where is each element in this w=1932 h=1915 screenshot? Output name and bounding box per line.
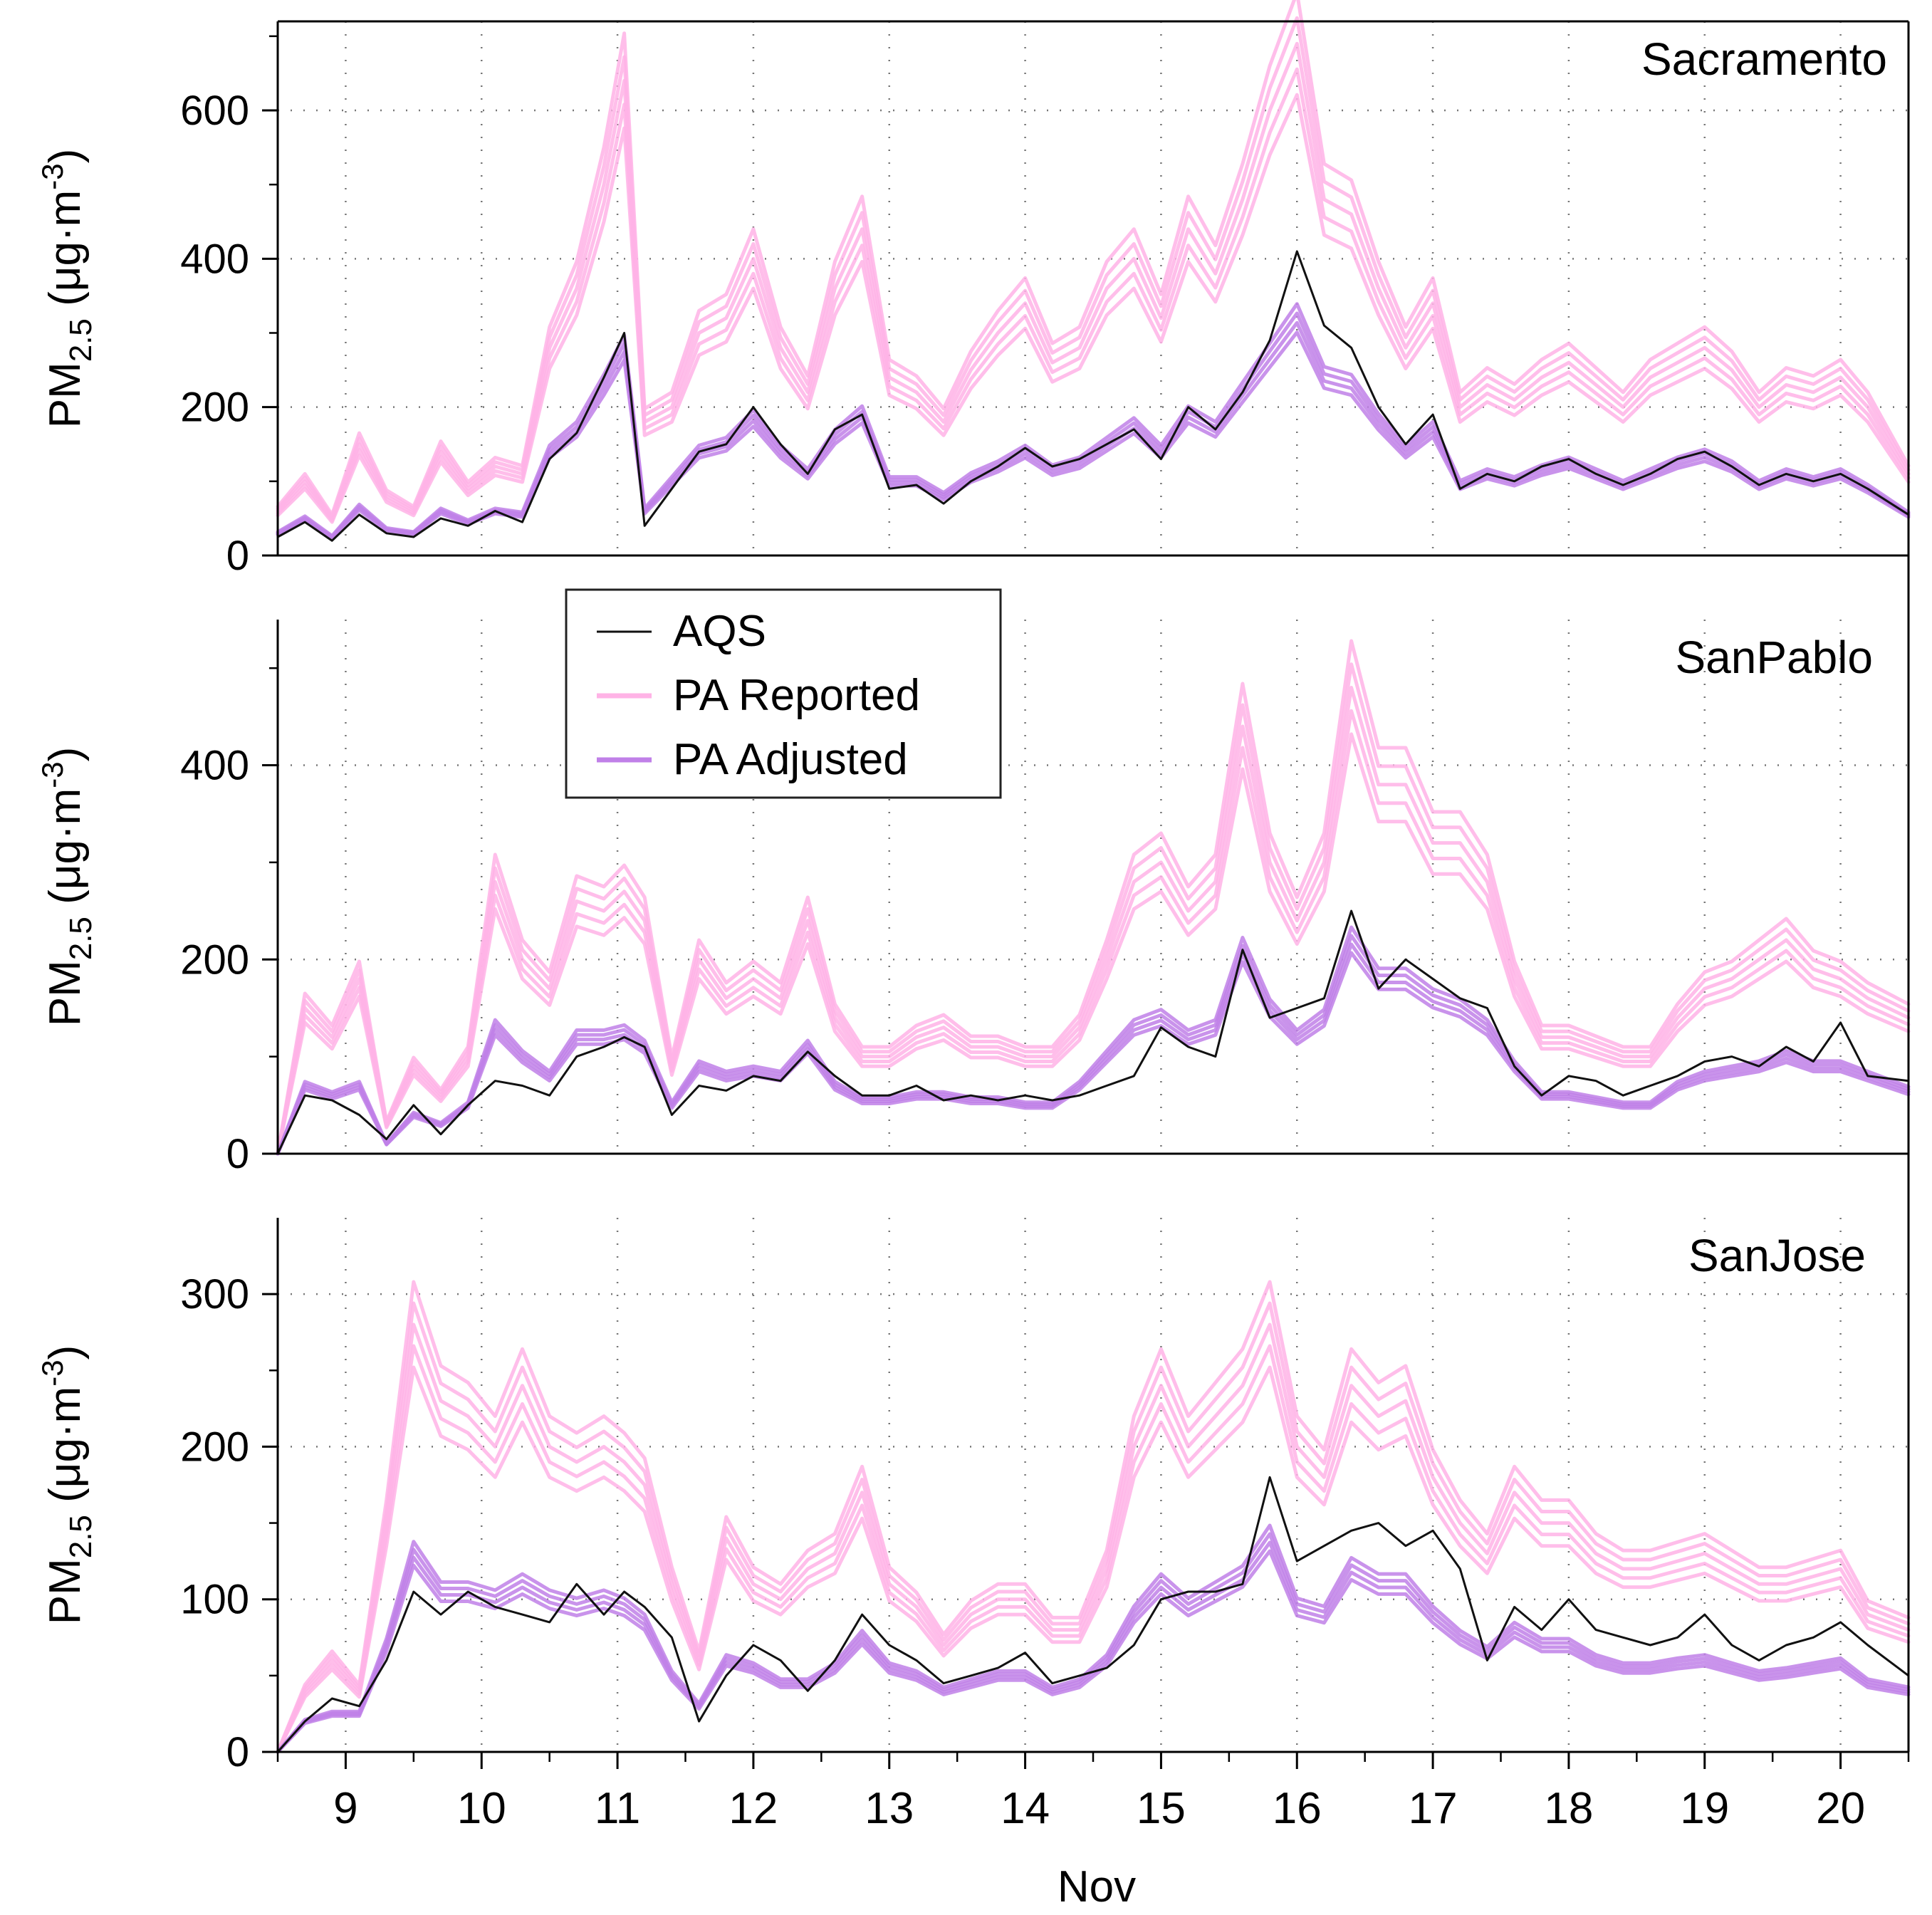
sanpablo-aqs-line-1 bbox=[276, 909, 1910, 1155]
x-tick-label-12: 12 bbox=[729, 1784, 778, 1833]
sanjose-pa-adjusted-line-3 bbox=[276, 1532, 1911, 1754]
y-axis-title-unit-close: ) bbox=[41, 747, 90, 762]
y-axis-title-unit: (μg·m bbox=[41, 1387, 90, 1515]
y-tick-label-200: 200 bbox=[180, 385, 249, 431]
sanjose-pa-adjusted-line-4 bbox=[276, 1523, 1911, 1754]
sacramento-pa-reported-line-1 bbox=[276, 93, 1911, 524]
x-tick-label-13: 13 bbox=[865, 1784, 914, 1833]
panel-title-sacramento: Sacramento bbox=[1641, 33, 1887, 85]
y-axis-title-superscript: -3 bbox=[36, 1360, 69, 1386]
legend-label-pa-adjusted: PA Adjusted bbox=[673, 735, 908, 784]
sanpablo-pa-reported-line-5 bbox=[276, 639, 1911, 1156]
y-tick-label-300: 300 bbox=[180, 1271, 249, 1317]
y-axis-title-unit-close: ) bbox=[41, 149, 90, 164]
sanjose-pa-reported-line-5 bbox=[276, 1280, 1911, 1754]
sacramento-pa-reported-line-3 bbox=[276, 41, 1911, 521]
x-tick-label-10: 10 bbox=[457, 1784, 506, 1833]
panel-title-sanjose: SanJose bbox=[1688, 1230, 1866, 1281]
y-tick-label-200: 200 bbox=[180, 936, 249, 983]
y-axis-title-subscript: 2.5 bbox=[63, 917, 98, 960]
sanpablo-pa-reported-line-4 bbox=[276, 662, 1911, 1156]
sanpablo-pa-adjusted-line-3 bbox=[276, 934, 1911, 1156]
x-axis-title: Nov bbox=[1058, 1862, 1136, 1911]
x-tick-label-15: 15 bbox=[1137, 1784, 1186, 1833]
panel-title-sanpablo: SanPablo bbox=[1675, 632, 1873, 683]
sanjose-pa-reported-line-1 bbox=[276, 1365, 1911, 1754]
panel-sanpablo: 0 200 400 SanPablo PM2.5 (μg·m-3) bbox=[36, 620, 1911, 1177]
y-axis-title-main: PM bbox=[41, 1558, 90, 1624]
sanjose-aqs-line-1 bbox=[276, 1476, 1910, 1753]
legend-label-pa-reported: PA Reported bbox=[673, 671, 920, 720]
y-tick-label-100: 100 bbox=[180, 1577, 249, 1623]
panel-sacramento: 0 200 400 600 Sacramento PM2.5 (μg·m-3) bbox=[36, 0, 1911, 579]
x-tick-label-17: 17 bbox=[1409, 1784, 1458, 1833]
y-tick-label-0: 0 bbox=[226, 1729, 249, 1775]
sanpablo-pa-adjusted-line-4 bbox=[276, 925, 1911, 1156]
sacramento-pa-reported-line-2 bbox=[276, 67, 1911, 522]
x-tick-label-16: 16 bbox=[1273, 1784, 1322, 1833]
y-axis-title-superscript: -3 bbox=[36, 761, 69, 788]
x-tick-label-19: 19 bbox=[1680, 1784, 1729, 1833]
y-axis-title-main: PM bbox=[41, 362, 90, 428]
sanpablo-pa-reported-line-2 bbox=[276, 709, 1911, 1156]
sacramento-pa-reported-line-5 bbox=[276, 0, 1911, 517]
sacramento-pa-adjusted-line-2 bbox=[276, 320, 1911, 539]
y-tick-label-400: 400 bbox=[180, 236, 249, 282]
y-axis-title-unit: (μg·m bbox=[41, 190, 90, 318]
sanjose-pa-reported-line-4 bbox=[276, 1301, 1911, 1754]
y-axis-title-unit: (μg·m bbox=[41, 788, 90, 917]
x-tick-label-9: 9 bbox=[333, 1784, 357, 1833]
y-axis-title-subscript: 2.5 bbox=[63, 1515, 98, 1558]
y-tick-label-0: 0 bbox=[226, 1131, 249, 1177]
x-tick-label-11: 11 bbox=[595, 1784, 640, 1833]
sanpablo-pa-reported-line-1 bbox=[276, 732, 1911, 1156]
x-tick-label-20: 20 bbox=[1816, 1784, 1865, 1833]
sanpablo-pa-adjusted-line-1 bbox=[276, 951, 1911, 1156]
y-axis-title-main: PM bbox=[41, 960, 90, 1026]
y-axis-title-unit-close: ) bbox=[41, 1345, 90, 1360]
sacramento-pa-reported-line-4 bbox=[276, 16, 1911, 518]
x-tick-label-14: 14 bbox=[1001, 1784, 1050, 1833]
sanpablo-pa-reported-line-3 bbox=[276, 686, 1911, 1156]
sanjose-pa-adjusted-line-1 bbox=[276, 1549, 1911, 1754]
sanpablo-pa-adjusted-line-2 bbox=[276, 942, 1911, 1156]
legend-label-aqs: AQS bbox=[673, 607, 766, 656]
y-axis-title: PM2.5 (μg·m-3) bbox=[36, 1345, 98, 1625]
y-tick-label-200: 200 bbox=[180, 1424, 249, 1470]
legend: AQS PA Reported PA Adjusted bbox=[565, 588, 1002, 799]
sacramento-pa-adjusted-line-1 bbox=[276, 330, 1911, 540]
y-tick-label-400: 400 bbox=[180, 743, 249, 789]
panel-sanjose: 0 100 200 300 SanJose PM2.5 (μg·m-3) bbox=[36, 1218, 1911, 1775]
y-axis-title-superscript: -3 bbox=[36, 163, 69, 189]
sanjose-pa-reported-line-2 bbox=[276, 1344, 1911, 1754]
sacramento-pa-adjusted-line-3 bbox=[276, 311, 1911, 538]
x-tick-label-18: 18 bbox=[1544, 1784, 1593, 1833]
y-axis-title: PM2.5 (μg·m-3) bbox=[36, 747, 98, 1027]
sacramento-aqs-line-1 bbox=[276, 250, 1910, 542]
sanjose-pa-adjusted-line-2 bbox=[276, 1540, 1911, 1754]
y-tick-label-600: 600 bbox=[180, 88, 249, 134]
sacramento-pa-adjusted-line-4 bbox=[276, 302, 1911, 538]
y-axis-title: PM2.5 (μg·m-3) bbox=[36, 149, 98, 429]
y-axis-title-subscript: 2.5 bbox=[63, 318, 98, 362]
y-tick-label-0: 0 bbox=[226, 533, 249, 579]
sanjose-pa-reported-line-3 bbox=[276, 1322, 1911, 1754]
x-axis: 9 10 11 12 13 14 15 16 17 18 19 20 bbox=[276, 1752, 1910, 1833]
